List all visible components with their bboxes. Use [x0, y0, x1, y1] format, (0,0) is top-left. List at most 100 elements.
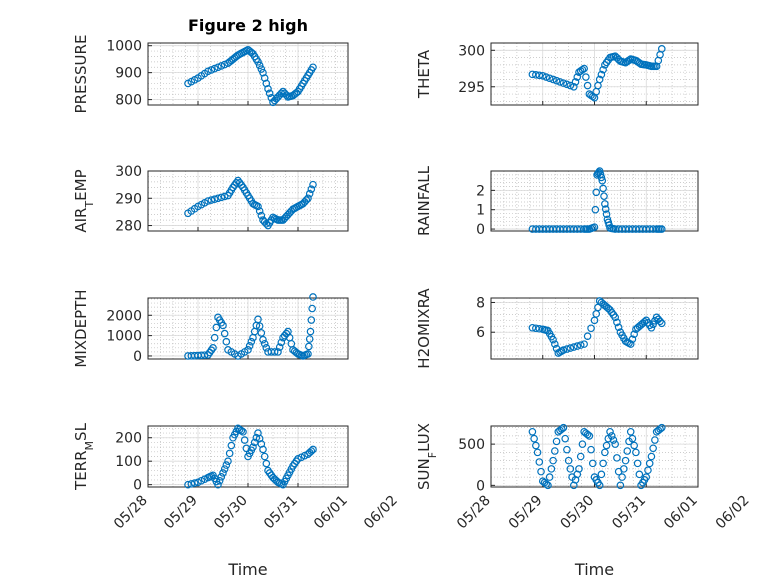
data-point	[595, 481, 604, 490]
y-tick-label: 0	[476, 222, 485, 238]
data-point	[575, 465, 583, 473]
data-point	[551, 340, 559, 348]
data-point	[308, 304, 316, 313]
data-point	[583, 81, 592, 90]
data-point	[563, 80, 571, 89]
x-tick-label: 06/01	[311, 493, 351, 533]
data-point	[305, 189, 314, 198]
y-tick-label: 2	[476, 183, 485, 199]
data-point	[264, 85, 272, 93]
data-point	[220, 192, 229, 201]
data-point	[254, 58, 262, 66]
data-point	[563, 345, 571, 353]
data-point	[578, 65, 587, 74]
data-point	[606, 427, 614, 436]
data-point	[219, 469, 227, 477]
data-point	[254, 202, 262, 211]
panel-second-right: 0 1 2 RAINFALL	[415, 165, 699, 238]
data-point	[620, 465, 628, 473]
data-point	[642, 473, 651, 481]
x-axis-label: Time	[227, 560, 267, 579]
axes-frame	[147, 170, 349, 232]
data-point	[645, 459, 654, 468]
panel-top-right: 295 300 THETA	[415, 42, 699, 106]
data-point	[542, 480, 551, 488]
y-label-main: H2OMIXRA	[415, 288, 433, 369]
data-point	[599, 65, 607, 74]
data-point	[262, 344, 271, 352]
y-axis-label: SUNFLUX	[415, 423, 439, 490]
y-label-main: TERR	[72, 450, 90, 491]
data-point	[210, 333, 219, 342]
y-tick-label: 6	[476, 325, 485, 341]
data-point	[270, 348, 279, 356]
data-point	[220, 329, 229, 338]
data-point	[644, 466, 652, 475]
y-tick-label: 300	[458, 43, 485, 59]
data-point	[535, 458, 544, 466]
data-point	[204, 197, 212, 205]
data-point	[275, 343, 284, 351]
data-point	[225, 449, 234, 458]
data-point	[306, 327, 315, 336]
y-tick-label: 200	[115, 431, 142, 447]
y-label-suffix: EMP	[72, 169, 90, 200]
data-point	[262, 459, 271, 468]
data-point	[580, 340, 588, 348]
data-point	[247, 337, 256, 346]
data-point	[257, 329, 266, 337]
data-point	[585, 432, 594, 440]
y-label-suffix: SL	[72, 422, 90, 441]
data-point	[227, 441, 236, 450]
data-point	[250, 438, 259, 447]
data-point	[607, 432, 616, 440]
y-label-main: AIR	[72, 208, 90, 233]
data-point	[601, 205, 610, 213]
data-point	[614, 323, 623, 332]
y-label-main: RAINFALL	[415, 165, 433, 236]
data-point	[628, 434, 637, 443]
data-point	[633, 459, 642, 468]
data-point	[583, 332, 592, 340]
data-point	[535, 71, 544, 80]
data-point	[274, 348, 282, 356]
data-point	[244, 346, 252, 354]
y-tick-label: 8	[476, 295, 485, 311]
data-point	[559, 346, 568, 354]
panel-third-right: 6 8 H2OMIXRA	[415, 288, 699, 369]
data-point	[657, 319, 666, 328]
data-point	[592, 188, 601, 197]
data-point	[532, 441, 540, 450]
data-point	[210, 64, 219, 73]
y-tick-label: 800	[115, 93, 142, 109]
data-point	[265, 89, 274, 98]
data-point	[588, 92, 597, 101]
data-point	[591, 205, 600, 214]
data-point	[309, 445, 317, 454]
data-point	[597, 173, 606, 182]
data-point	[552, 76, 561, 85]
data-point	[214, 480, 222, 489]
data-point	[257, 65, 266, 73]
y-tick-label: 500	[458, 437, 485, 453]
data-point	[582, 73, 590, 81]
panel-second-left: 280 290 300 AIRTEMP	[72, 164, 349, 235]
data-point	[601, 200, 609, 208]
data-point	[252, 433, 261, 442]
panel-bottom-right: 0 500 SUNFLUX 05/28 05/29 05/30 05/31 06/01 06/0…	[415, 423, 753, 579]
data-point	[549, 456, 557, 465]
y-axis-label: RAINFALL	[415, 165, 433, 236]
data-point	[573, 342, 582, 350]
y-label-main: PRESSURE	[72, 35, 90, 114]
data-point	[209, 344, 217, 352]
y-axis-label: THETA	[415, 49, 433, 99]
data-point	[538, 72, 547, 80]
data-point	[599, 184, 607, 193]
data-point	[651, 436, 659, 444]
data-point	[214, 63, 222, 72]
data-point	[613, 454, 621, 462]
data-point	[640, 318, 649, 326]
data-point	[583, 430, 592, 439]
data-point	[255, 207, 264, 215]
data-point	[545, 473, 554, 481]
